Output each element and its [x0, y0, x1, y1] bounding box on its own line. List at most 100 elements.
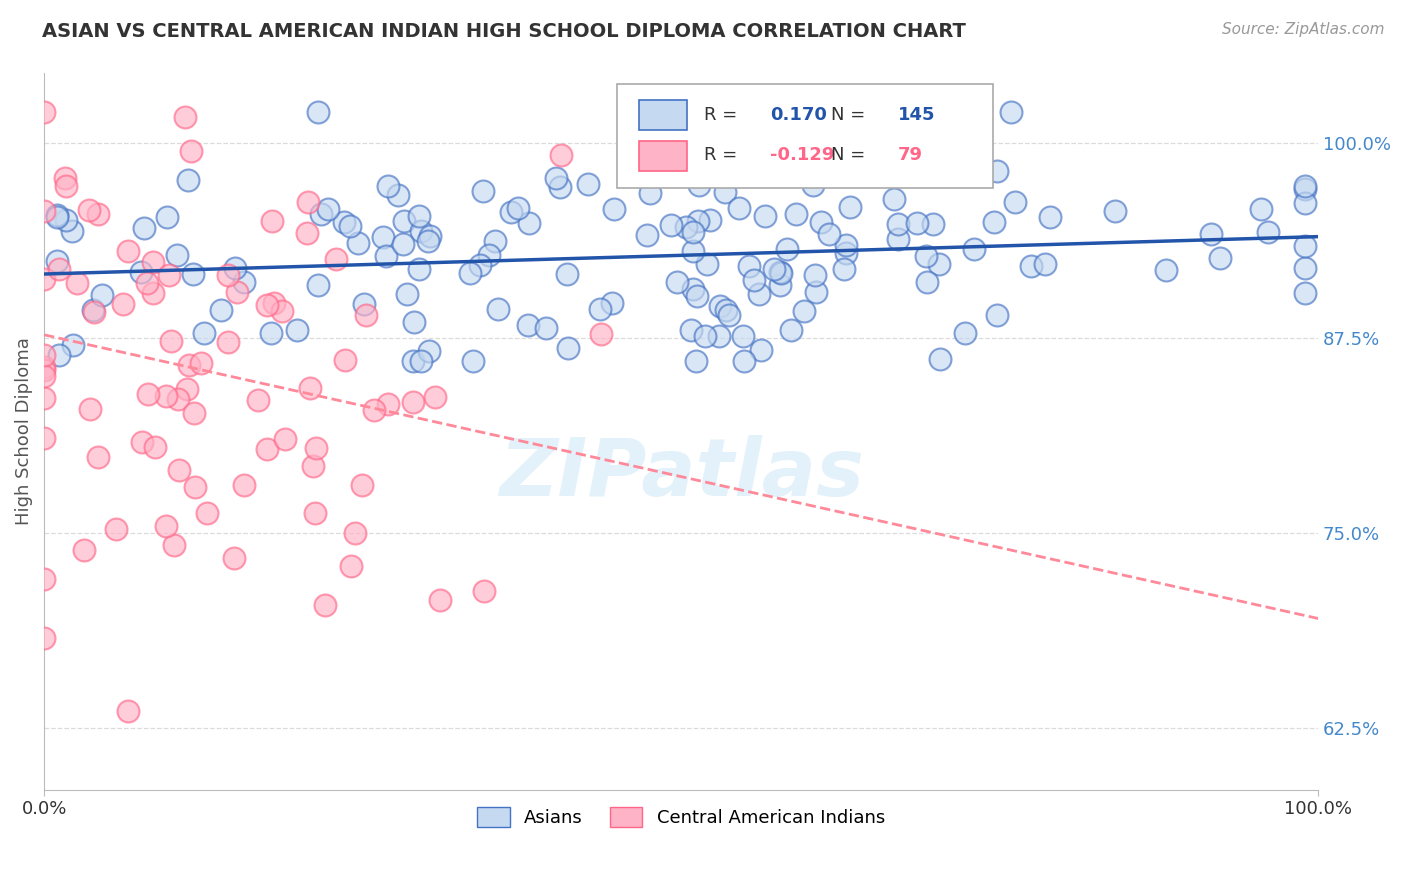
Point: [195, 506, 218, 520]
Point: [105, 523, 128, 537]
Point: [295, 226, 318, 240]
Point: [304, 506, 326, 520]
Text: N =: N =: [831, 105, 872, 124]
Point: [32, 573, 55, 587]
Point: [32, 272, 55, 286]
Point: [806, 285, 828, 299]
Point: [754, 209, 776, 223]
FancyBboxPatch shape: [617, 84, 993, 187]
Point: [333, 215, 356, 229]
Point: [416, 234, 439, 248]
Point: [636, 228, 658, 243]
Point: [915, 275, 938, 289]
Point: [1294, 239, 1316, 253]
Point: [305, 442, 328, 456]
Point: [742, 272, 765, 286]
Point: [66, 276, 89, 290]
Point: [157, 268, 180, 283]
Text: R =: R =: [704, 105, 742, 124]
Point: [689, 133, 711, 147]
Point: [557, 341, 579, 355]
Text: 145: 145: [897, 105, 935, 124]
Point: [986, 308, 1008, 322]
Point: [785, 207, 807, 221]
Point: [48, 348, 70, 362]
Point: [834, 245, 856, 260]
Point: [160, 334, 183, 348]
Point: [77, 202, 100, 217]
Text: R =: R =: [704, 146, 742, 164]
Point: [685, 354, 707, 368]
Point: [377, 397, 399, 411]
Point: [408, 261, 430, 276]
Point: [340, 559, 363, 574]
Point: [142, 254, 165, 268]
Point: [484, 234, 506, 248]
Point: [887, 217, 910, 231]
Point: [45, 210, 67, 224]
Point: [905, 216, 928, 230]
Text: ASIAN VS CENTRAL AMERICAN INDIAN HIGH SCHOOL DIPLOMA CORRELATION CHART: ASIAN VS CENTRAL AMERICAN INDIAN HIGH SC…: [42, 22, 966, 41]
Point: [260, 214, 283, 228]
Point: [682, 244, 704, 259]
Point: [832, 261, 855, 276]
Point: [793, 303, 815, 318]
Point: [112, 297, 135, 311]
Point: [1104, 204, 1126, 219]
Point: [32, 431, 55, 445]
Point: [333, 353, 356, 368]
Point: [603, 202, 626, 216]
Point: [344, 525, 367, 540]
Text: ZIPatlas: ZIPatlas: [499, 435, 863, 514]
Point: [404, 315, 426, 329]
Point: [779, 323, 801, 337]
Point: [256, 298, 278, 312]
Point: [983, 215, 1005, 229]
Point: [763, 261, 786, 276]
Point: [217, 334, 239, 349]
Point: [190, 355, 212, 369]
Point: [271, 304, 294, 318]
Point: [347, 235, 370, 250]
Point: [155, 519, 177, 533]
Text: N =: N =: [831, 146, 872, 164]
Point: [163, 537, 186, 551]
Point: [517, 318, 540, 333]
Point: [325, 252, 347, 266]
Point: [699, 212, 721, 227]
Point: [132, 221, 155, 235]
Point: [183, 406, 205, 420]
Point: [402, 394, 425, 409]
Point: [716, 302, 738, 317]
Point: [419, 229, 441, 244]
Point: [675, 219, 697, 234]
Point: [589, 301, 612, 316]
Point: [117, 704, 139, 718]
Point: [82, 302, 104, 317]
Point: [256, 442, 278, 457]
Point: [392, 236, 415, 251]
Point: [45, 254, 67, 268]
Text: 79: 79: [897, 146, 922, 164]
Point: [225, 285, 247, 299]
Point: [83, 305, 105, 319]
Point: [156, 211, 179, 225]
Point: [769, 277, 792, 292]
Point: [963, 242, 986, 256]
Point: [659, 218, 682, 232]
Point: [501, 204, 523, 219]
Point: [363, 402, 385, 417]
Point: [316, 202, 339, 216]
Point: [546, 171, 568, 186]
Point: [418, 344, 440, 359]
Point: [904, 153, 927, 168]
Point: [1004, 195, 1026, 210]
Point: [87, 207, 110, 221]
Point: [1000, 105, 1022, 120]
Point: [307, 278, 329, 293]
Point: [45, 208, 67, 222]
Point: [557, 267, 579, 281]
Point: [73, 543, 96, 558]
Point: [713, 185, 735, 199]
Point: [117, 244, 139, 258]
